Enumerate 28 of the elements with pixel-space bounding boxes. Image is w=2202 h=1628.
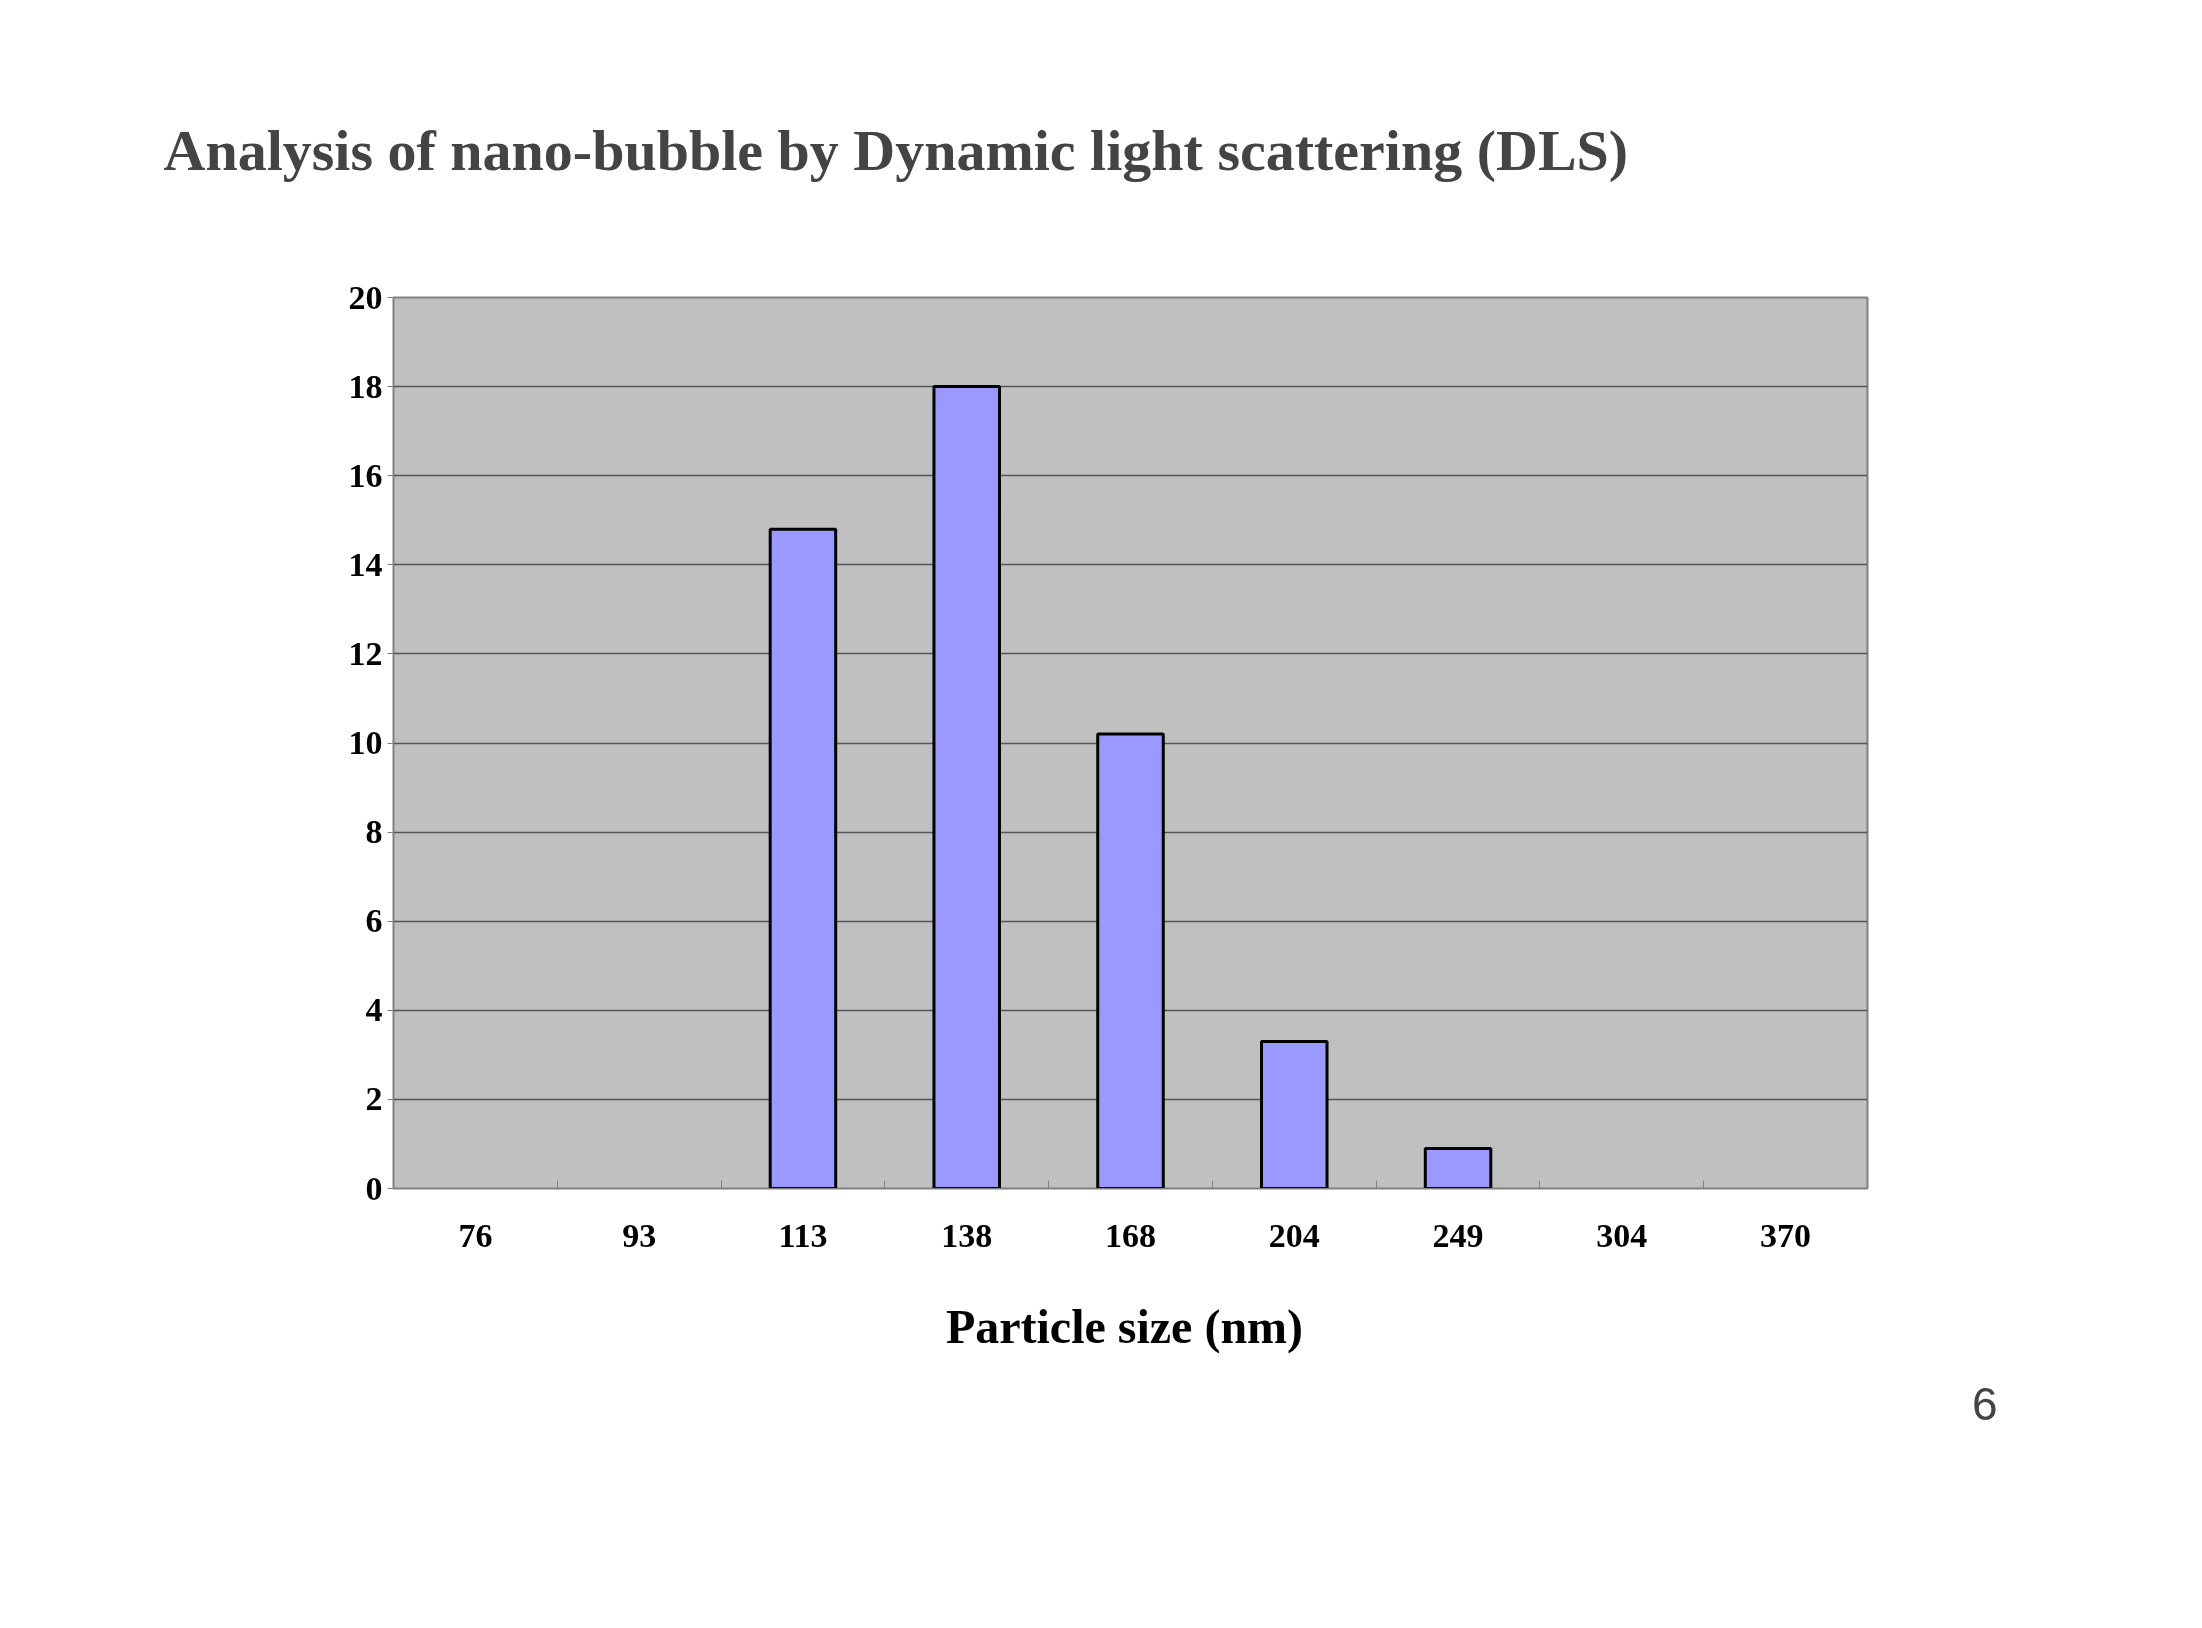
x-tick-label: 204 xyxy=(1268,1216,1320,1254)
x-tick-label: 370 xyxy=(1760,1216,1812,1254)
bar xyxy=(1260,1039,1329,1189)
y-tick-label: 14 xyxy=(348,545,383,583)
y-tick-label: 4 xyxy=(365,991,383,1029)
y-tick-label: 18 xyxy=(348,367,383,405)
bar xyxy=(1096,732,1165,1189)
x-tick-label: 138 xyxy=(941,1216,993,1254)
x-axis-title: Particle size (nm) xyxy=(945,1299,1304,1354)
text: 6 xyxy=(1971,1377,1998,1430)
y-tick-label: 2 xyxy=(365,1080,383,1118)
chart-title: Analysis of nano-bubble by Dynamic light scattering (DLS) xyxy=(163,117,1629,183)
x-tick-label: 113 xyxy=(778,1216,828,1254)
x-tick-label: 76 xyxy=(458,1216,493,1254)
bar xyxy=(1423,1146,1493,1189)
x-tick-label: 249 xyxy=(1432,1216,1484,1254)
y-tick-label: 16 xyxy=(348,456,383,494)
y-tick-label: 12 xyxy=(348,634,383,672)
y-tick-label: 10 xyxy=(348,724,383,761)
y-tick-label: 6 xyxy=(365,902,383,940)
x-tick-label: 168 xyxy=(1105,1216,1156,1254)
y-tick-label: 20 xyxy=(348,278,383,316)
bar xyxy=(768,527,838,1189)
y-tick-label: 8 xyxy=(365,813,383,851)
y-tick-label: 0 xyxy=(365,1169,383,1207)
bar xyxy=(932,385,1001,1189)
x-tick-label: 93 xyxy=(622,1216,657,1254)
x-tick-label: 304 xyxy=(1596,1216,1648,1254)
